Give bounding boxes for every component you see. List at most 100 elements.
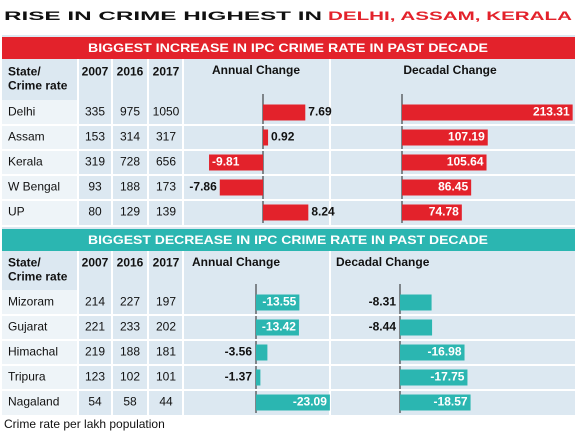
decadal-label: -8.44 <box>369 320 397 334</box>
annual-bar <box>219 179 263 196</box>
annual-bar <box>263 129 269 146</box>
state-name: Tripura <box>8 370 46 384</box>
annual-bar <box>263 104 306 121</box>
crime-rate: 139 <box>156 205 176 219</box>
title-prefix: RISE IN CRIME HIGHEST IN <box>4 9 322 23</box>
crime-rate: 197 <box>156 295 176 309</box>
crime-rate: 58 <box>123 395 137 409</box>
column-header: Decadal Change <box>336 255 430 269</box>
column-header: 2007 <box>82 256 109 270</box>
column-header: State/ <box>8 256 41 270</box>
state-column <box>2 290 78 415</box>
crime-rate: 227 <box>120 295 140 309</box>
decadal-bar <box>400 394 471 411</box>
crime-rate: 656 <box>156 155 176 169</box>
section-heading: BIGGEST DECREASE IN IPC CRIME RATE IN PA… <box>88 233 488 247</box>
crime-rate: 219 <box>85 345 105 359</box>
annual-label: -3.56 <box>225 345 253 359</box>
annual-label: -13.42 <box>262 320 296 334</box>
crime-rate: 123 <box>85 370 105 384</box>
state-column <box>2 100 78 225</box>
annual-bar <box>256 369 261 386</box>
decadal-label: -8.31 <box>369 295 397 309</box>
annual-bar <box>256 344 268 361</box>
decadal-label: 74.78 <box>429 205 459 219</box>
decadal-bar <box>400 319 433 336</box>
crime-rate: 202 <box>156 320 176 334</box>
decadal-label: 107.19 <box>448 130 485 144</box>
column-header: 2007 <box>82 65 109 79</box>
state-name: Gujarat <box>8 320 48 334</box>
column-header: 2017 <box>153 256 180 270</box>
crime-rate: 44 <box>159 395 173 409</box>
crime-rate: 335 <box>85 105 105 119</box>
decadal-label: -18.57 <box>434 395 468 409</box>
decadal-label: -16.98 <box>427 345 461 359</box>
annual-label: 7.69 <box>308 105 332 119</box>
crime-rate: 188 <box>120 180 140 194</box>
section-header <box>2 229 575 251</box>
annual-bar <box>263 204 309 221</box>
column-header: 2017 <box>153 65 180 79</box>
crime-rate: 188 <box>120 345 140 359</box>
state-name: Mizoram <box>8 295 54 309</box>
column-header: 2016 <box>117 65 144 79</box>
crime-rate: 102 <box>120 370 140 384</box>
state-name: Nagaland <box>8 395 59 409</box>
annual-label: -13.55 <box>262 295 296 309</box>
crime-rate: 54 <box>88 395 102 409</box>
state-name: Assam <box>8 130 45 144</box>
crime-rate: 221 <box>85 320 105 334</box>
footnote: Crime rate per lakh population <box>4 417 165 431</box>
decadal-label: -17.75 <box>430 370 464 384</box>
decadal-bar <box>402 129 488 146</box>
crime-rate: 233 <box>120 320 140 334</box>
decadal-bar <box>402 204 462 221</box>
crime-rate: 314 <box>120 130 140 144</box>
decadal-bar <box>400 344 465 361</box>
column-header: Annual Change <box>212 63 300 77</box>
crime-rate: 80 <box>88 205 102 219</box>
decadal-bar <box>402 179 472 196</box>
crime-rate: 317 <box>156 130 176 144</box>
state-name: Kerala <box>8 155 43 169</box>
crime-rate: 728 <box>120 155 140 169</box>
annual-label: 8.24 <box>311 205 335 219</box>
column-header: Crime rate <box>8 270 68 284</box>
annual-bar <box>256 319 299 336</box>
crime-rate: 153 <box>85 130 105 144</box>
decadal-bar <box>402 154 487 171</box>
state-name: Himachal <box>8 345 58 359</box>
crime-rate: 181 <box>156 345 176 359</box>
state-name: Delhi <box>8 105 35 119</box>
crime-rate: 319 <box>85 155 105 169</box>
state-name: W Bengal <box>8 180 60 194</box>
decadal-label: 86.45 <box>438 180 468 194</box>
crime-rate: 975 <box>120 105 140 119</box>
column-header: Annual Change <box>192 255 280 269</box>
decadal-label: 213.31 <box>533 105 570 119</box>
section-heading: BIGGEST INCREASE IN IPC CRIME RATE IN PA… <box>88 41 488 55</box>
crime-rate: 93 <box>88 180 102 194</box>
crime-rate: 214 <box>85 295 105 309</box>
decadal-bar <box>400 294 432 311</box>
column-header: Crime rate <box>8 79 68 93</box>
crime-rate: 173 <box>156 180 176 194</box>
annual-bar <box>256 294 300 311</box>
title-highlight: DELHI, ASSAM, KERALA <box>328 9 573 23</box>
decadal-label: 105.64 <box>447 155 484 169</box>
annual-label: -9.81 <box>212 155 240 169</box>
annual-bar <box>256 394 330 411</box>
column-header: Decadal Change <box>403 63 497 77</box>
state-name: UP <box>8 205 25 219</box>
crime-rate: 129 <box>120 205 140 219</box>
column-header: 2016 <box>117 256 144 270</box>
section-header <box>2 37 575 59</box>
annual-label: -7.86 <box>189 180 217 194</box>
annual-bar <box>209 154 263 171</box>
decadal-bar <box>400 369 468 386</box>
crime-rate: 1050 <box>153 105 180 119</box>
column-header: State/ <box>8 65 41 79</box>
decadal-bar <box>402 104 573 121</box>
